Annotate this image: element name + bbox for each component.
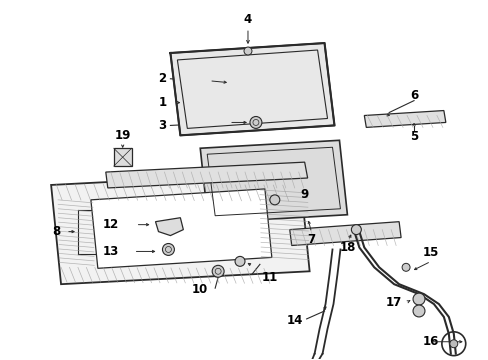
- Circle shape: [249, 117, 262, 129]
- Polygon shape: [289, 222, 400, 246]
- Circle shape: [269, 195, 279, 205]
- Text: 10: 10: [192, 283, 208, 296]
- Text: 1: 1: [158, 96, 166, 109]
- Polygon shape: [51, 172, 309, 284]
- Circle shape: [351, 225, 361, 235]
- Circle shape: [162, 243, 174, 255]
- Polygon shape: [105, 162, 307, 188]
- Circle shape: [401, 264, 409, 271]
- Polygon shape: [155, 218, 183, 235]
- Text: 4: 4: [244, 13, 252, 26]
- Text: 15: 15: [422, 246, 438, 259]
- Polygon shape: [170, 43, 334, 135]
- Text: 8: 8: [52, 225, 60, 238]
- Circle shape: [449, 340, 457, 348]
- Text: 5: 5: [409, 130, 417, 143]
- Text: 13: 13: [102, 245, 119, 258]
- Bar: [114, 148, 131, 166]
- Text: 7: 7: [307, 233, 315, 246]
- Circle shape: [244, 47, 251, 55]
- Text: 6: 6: [409, 89, 417, 102]
- Text: 16: 16: [422, 335, 438, 348]
- Polygon shape: [364, 111, 445, 127]
- Text: 3: 3: [158, 119, 166, 132]
- Polygon shape: [91, 189, 271, 268]
- Text: 11: 11: [261, 271, 277, 284]
- Polygon shape: [200, 140, 346, 223]
- Text: 9: 9: [300, 188, 308, 201]
- Circle shape: [412, 293, 424, 305]
- Text: 19: 19: [114, 129, 131, 142]
- Text: 2: 2: [158, 72, 166, 85]
- Text: 18: 18: [339, 241, 355, 254]
- Circle shape: [212, 265, 224, 277]
- Text: 17: 17: [385, 296, 402, 309]
- Circle shape: [412, 305, 424, 317]
- Text: 12: 12: [102, 218, 119, 231]
- Circle shape: [235, 256, 244, 266]
- Text: 14: 14: [286, 314, 302, 327]
